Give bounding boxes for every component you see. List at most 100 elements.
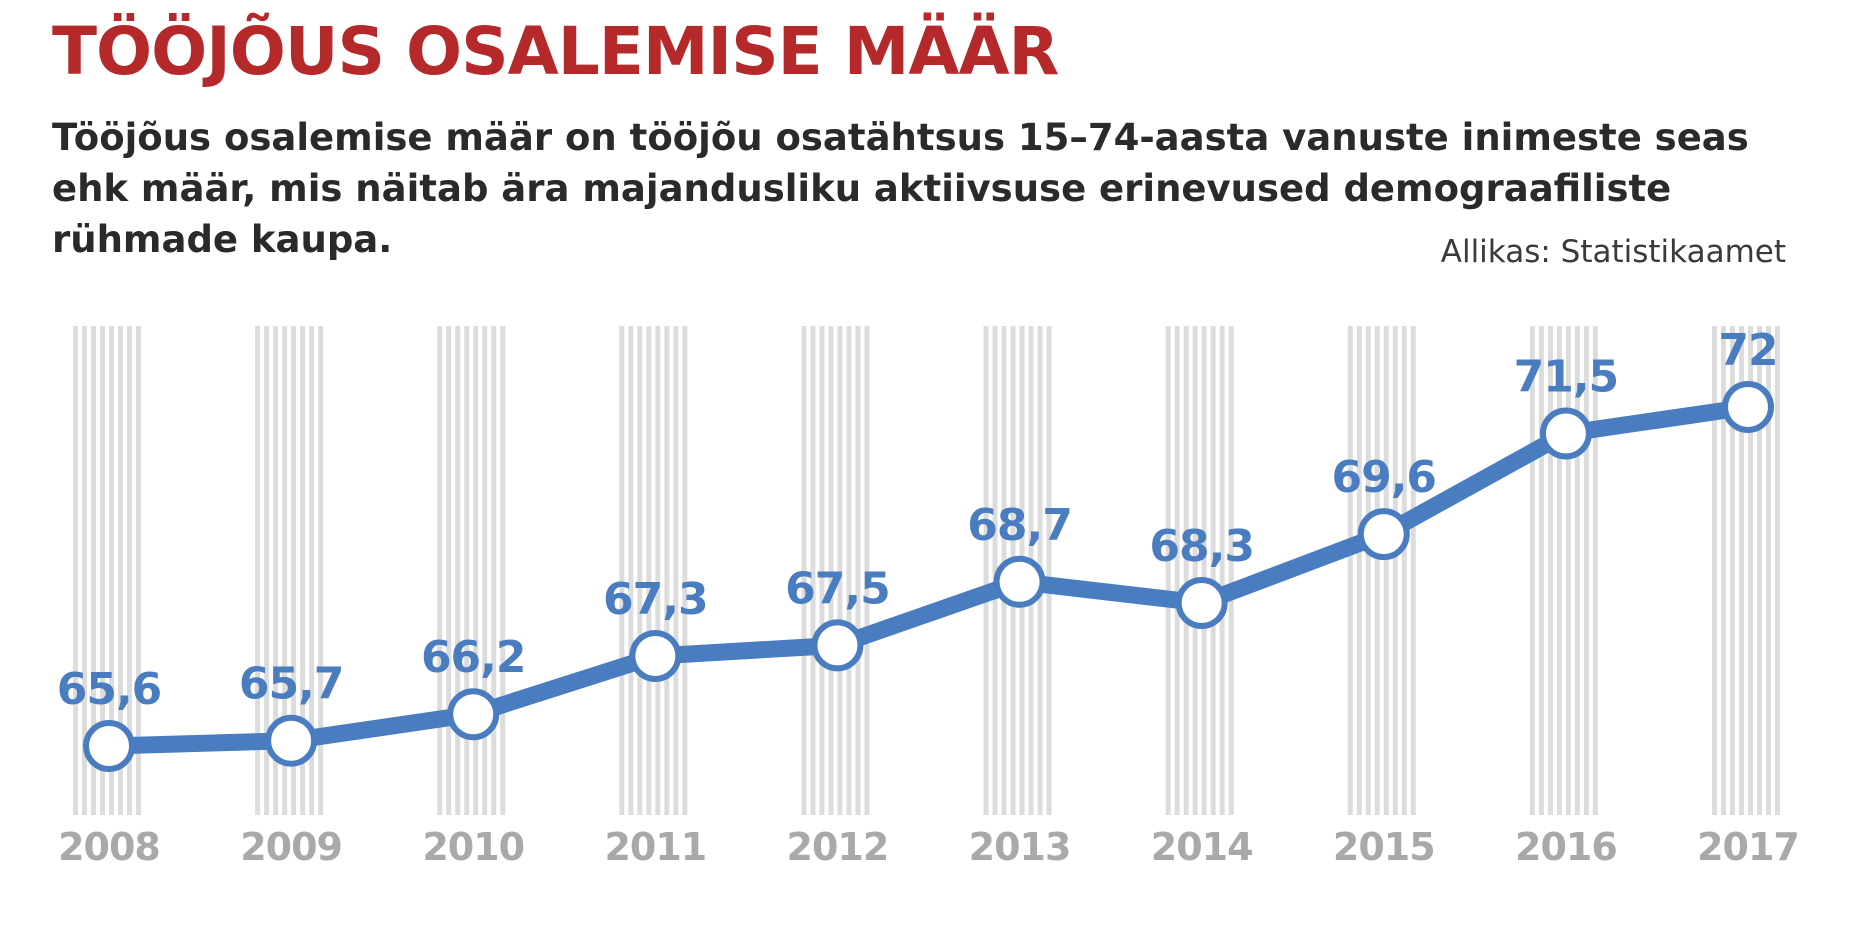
stripe-bar — [1529, 326, 1535, 815]
data-point — [1357, 508, 1410, 561]
stripe-bar — [819, 326, 825, 815]
stripe-bar — [1356, 326, 1362, 815]
chart-subtitle: Tööjõus osalemise määr on tööjõu osatäht… — [52, 116, 1749, 261]
stripe-bar — [309, 326, 315, 815]
stripe-bar — [801, 326, 807, 815]
stripe-bar — [628, 326, 634, 815]
stripe-bar — [1210, 326, 1216, 815]
stripe-bar — [1046, 326, 1052, 815]
stripe-bar — [1228, 326, 1234, 815]
stripe-bar — [837, 326, 843, 815]
stripe-bar — [1392, 326, 1398, 815]
value-labels: 65,6 65,7 66,2 67,3 67,5 68,7 68,3 69,6 71,5 72 — [57, 325, 1779, 715]
stripe-bar — [491, 326, 497, 815]
stripe-bar — [1547, 326, 1553, 815]
column-stripe — [73, 326, 141, 815]
stripe-bar — [464, 326, 470, 815]
stripe-bar — [1165, 326, 1171, 815]
stripe-bar — [1401, 326, 1407, 815]
stripe-bar — [264, 326, 270, 815]
stripe-bar — [828, 326, 834, 815]
stripe-bar — [1538, 326, 1544, 815]
stripe-bar — [983, 326, 989, 815]
stripe-bar — [846, 326, 852, 815]
x-tick-label: 2010 — [422, 825, 524, 869]
stripe-bar — [864, 326, 870, 815]
x-tick-label: 2017 — [1697, 825, 1799, 869]
data-point — [629, 629, 682, 682]
stripe-bar — [118, 326, 123, 815]
data-label: 65,6 — [57, 664, 162, 715]
stripe-bar — [1383, 326, 1389, 815]
x-tick-label: 2015 — [1333, 825, 1435, 869]
stripe-bar — [1565, 326, 1571, 815]
stripe-bar — [682, 326, 688, 815]
stripe-bar — [300, 326, 306, 815]
column-stripe — [437, 326, 506, 815]
data-label: 71,5 — [1514, 351, 1619, 402]
data-label: 67,3 — [603, 574, 708, 625]
stripe-bar — [73, 326, 78, 815]
stripe-bar — [1556, 326, 1562, 815]
x-tick-label: 2011 — [604, 825, 706, 869]
x-tick-label: 2008 — [58, 825, 160, 869]
stripe-bar — [1739, 326, 1744, 815]
x-tick-label: 2009 — [240, 825, 342, 869]
stripe-bar — [482, 326, 488, 815]
stripe-bar — [437, 326, 443, 815]
stripe-bar — [1730, 326, 1735, 815]
series-line — [100, 398, 1757, 755]
chart-title: TÖÖJÕUS OSALEMISE MÄÄR — [52, 13, 1059, 90]
stripe-bar — [318, 326, 324, 815]
stripe-bar — [1347, 326, 1353, 815]
stripe-bar — [1592, 326, 1598, 815]
stripe-bar — [1721, 326, 1726, 815]
data-label: 68,7 — [967, 500, 1072, 551]
x-tick-label: 2012 — [787, 825, 889, 869]
stripe-bar — [473, 326, 479, 815]
stripe-bar — [646, 326, 652, 815]
data-label: 67,5 — [785, 563, 890, 614]
stripe-bar — [1201, 326, 1207, 815]
stripe-bar — [1775, 326, 1780, 815]
x-tick-label: 2016 — [1515, 825, 1617, 869]
data-point — [447, 688, 500, 741]
column-stripe — [1712, 326, 1780, 815]
stripe-bar — [1712, 326, 1717, 815]
x-tick-label: 2013 — [969, 825, 1071, 869]
stripe-bar — [1410, 326, 1416, 815]
data-label: 72 — [1718, 325, 1777, 376]
stripe-bar — [810, 326, 816, 815]
column-stripe — [1529, 326, 1598, 815]
series-line-layer — [100, 398, 1757, 755]
data-point — [1539, 407, 1592, 460]
stripe-bar — [1374, 326, 1380, 815]
stripe-bar — [446, 326, 452, 815]
stripe-bar — [291, 326, 297, 815]
stripe-bar — [619, 326, 625, 815]
stripe-bar — [1192, 326, 1198, 815]
stripe-bar — [1219, 326, 1225, 815]
stripe-bar — [109, 326, 114, 815]
stripe-bar — [127, 326, 132, 815]
stripe-bar — [500, 326, 506, 815]
x-tick-label: 2014 — [1151, 825, 1253, 869]
x-axis-tick-labels: 2008 2009 2010 2011 2012 2013 2014 2015 2016 2017 — [58, 825, 1800, 869]
stripe-bar — [91, 326, 96, 815]
data-point — [1722, 381, 1774, 433]
stripe-bar — [855, 326, 861, 815]
column-stripe — [1347, 326, 1416, 815]
source-note: Allikas: Statistikaamet — [1440, 234, 1786, 270]
data-label: 69,6 — [1331, 452, 1436, 503]
stripe-bar — [1748, 326, 1753, 815]
stripe-bar — [82, 326, 87, 815]
stripe-bar — [255, 326, 261, 815]
stripe-bar — [136, 326, 141, 815]
data-point — [1175, 576, 1228, 629]
column-stripe — [1165, 326, 1234, 815]
stripe-bar — [273, 326, 279, 815]
stripe-bar — [282, 326, 288, 815]
data-point — [265, 714, 318, 767]
stripe-bar — [655, 326, 661, 815]
data-markers — [83, 381, 1774, 772]
